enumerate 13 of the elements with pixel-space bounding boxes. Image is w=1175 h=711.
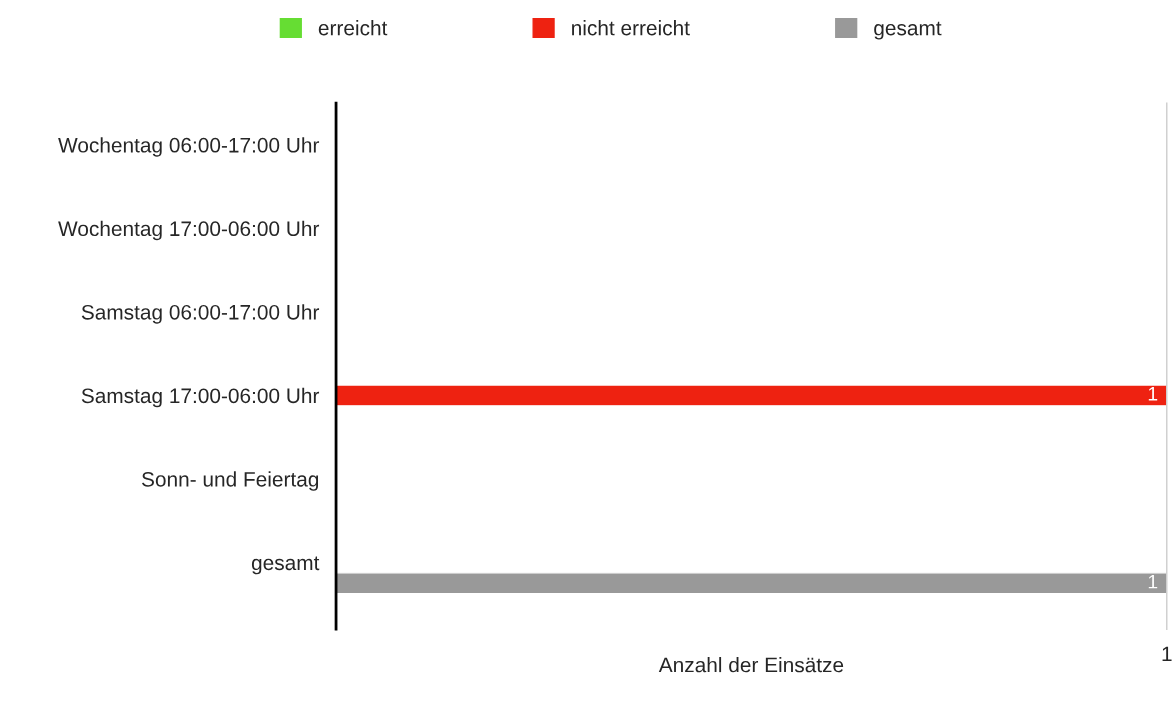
legend-label: gesamt [874, 21, 942, 40]
y-tick-label: gesamt [251, 556, 320, 575]
legend-label: nicht erreicht [572, 20, 690, 36]
y-tick-label: Wochentag 06:00-17:00 Uhr [58, 137, 320, 157]
text: 1 [1162, 646, 1172, 661]
y-tick-label: Sonn- und Feiertag [141, 471, 319, 491]
y-tick-label: Samstag 17:00-06:00 Uhr [81, 387, 320, 408]
data-label: 1 [1148, 574, 1158, 589]
legend-label: erreicht [318, 20, 388, 36]
data-label: 1 [1148, 387, 1158, 401]
y-tick-label: Samstag 06:00-17:00 Uhr [81, 304, 320, 324]
y-tick-label: Wochentag 17:00-06:00 Uhr [58, 220, 320, 241]
x-axis-title: Anzahl der Einsätze [658, 657, 844, 673]
